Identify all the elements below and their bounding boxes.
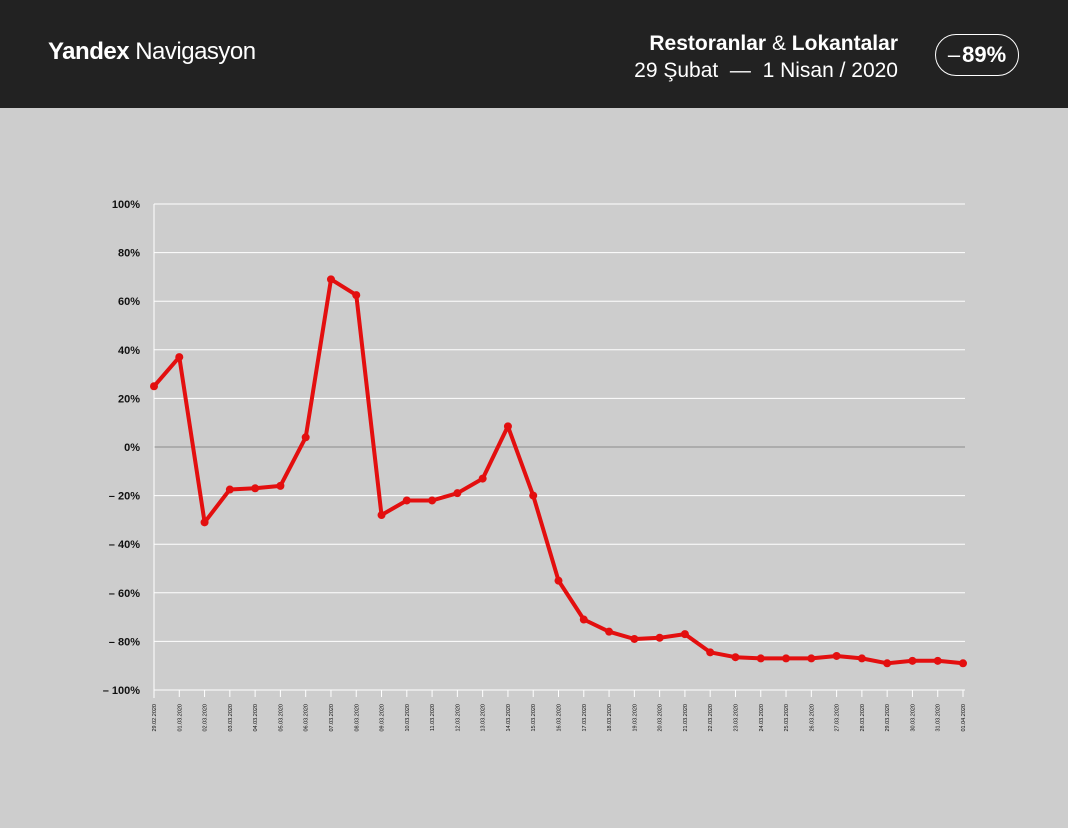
x-tick-label: 14.03.2020 — [506, 704, 512, 732]
x-tick-label: 05.03.2020 — [278, 704, 284, 732]
data-point — [883, 659, 892, 668]
x-tick-label: 16.03.2020 — [557, 704, 563, 732]
data-point — [225, 485, 234, 494]
badge-minus: – — [947, 42, 961, 67]
x-tick-label: 25.03.2020 — [784, 704, 790, 732]
x-tick-label: 26.03.2020 — [809, 704, 815, 732]
brand-product: Navigasyon — [135, 38, 256, 65]
data-point — [478, 474, 487, 483]
data-point — [807, 654, 816, 663]
line-chart: 100% 80% 60% 40% 20% 0% – 20% – 40% – 60% – 80% – … — [103, 199, 967, 732]
data-point — [326, 275, 335, 284]
data-point — [605, 627, 614, 636]
data-point — [680, 630, 689, 639]
x-tick-label: 22.03.2020 — [708, 704, 714, 732]
y-tick-label: – 100% — [103, 685, 141, 697]
data-point — [554, 576, 563, 585]
title-part2: Lokantalar — [791, 32, 898, 55]
data-point — [756, 654, 765, 663]
data-point — [251, 484, 260, 493]
x-tick-label: 08.03.2020 — [354, 704, 360, 732]
data-point — [276, 481, 285, 490]
series-line-path — [152, 277, 965, 666]
data-point — [908, 656, 917, 665]
change-badge: – 89% — [935, 34, 1019, 76]
y-tick-label: 20% — [118, 393, 140, 405]
y-tick-label: 80% — [118, 248, 140, 260]
y-tick-label: 100% — [112, 199, 140, 211]
data-point — [175, 353, 184, 362]
data-point — [503, 422, 512, 431]
data-point — [150, 382, 158, 391]
x-tick-label: 23.03.2020 — [733, 704, 739, 732]
data-point — [200, 518, 209, 527]
title-part1: Restoranlar — [649, 32, 767, 55]
x-tick-label: 29.02.2020 — [152, 704, 158, 732]
x-tick-label: 21.03.2020 — [683, 704, 689, 732]
x-tick-label: 01.03.2020 — [177, 704, 183, 732]
x-tick-label: 01.04.2020 — [961, 704, 967, 732]
date-range: 29 Şubat — 1 Nisan / 2020 — [634, 59, 898, 82]
data-point — [301, 433, 310, 442]
y-tick-label: – 60% — [109, 588, 140, 600]
x-tick-label: 18.03.2020 — [607, 704, 613, 732]
x-tick-label: 17.03.2020 — [582, 704, 588, 732]
x-tick-label: 19.03.2020 — [632, 704, 638, 732]
brand-name: Yandex — [48, 38, 130, 65]
data-point — [731, 653, 740, 662]
x-tick-label: 13.03.2020 — [481, 704, 487, 732]
data-point — [453, 489, 462, 498]
data-point — [529, 491, 538, 500]
title-amp: & — [771, 32, 786, 55]
x-tick-label: 12.03.2020 — [455, 704, 461, 732]
header-bar: Yandex Navigasyon Restoranlar & Lokantal… — [0, 0, 1068, 108]
y-tick-label: – 20% — [109, 491, 140, 503]
y-tick-label: 0% — [124, 442, 140, 454]
series-line — [152, 277, 965, 666]
y-axis-ticks: 100% 80% 60% 40% 20% 0% – 20% – 40% – 60% – 80% – … — [103, 199, 141, 697]
x-tick-label: 30.03.2020 — [910, 704, 916, 732]
y-tick-label: 40% — [118, 345, 140, 357]
y-tick-label: – 80% — [109, 636, 140, 648]
x-tick-label: 20.03.2020 — [658, 704, 664, 732]
x-tick-label: 04.03.2020 — [253, 704, 259, 732]
x-tick-label: 15.03.2020 — [531, 704, 537, 732]
x-tick-label: 27.03.2020 — [835, 704, 841, 732]
data-point — [402, 496, 411, 505]
x-tick-label: 31.03.2020 — [936, 704, 942, 732]
x-tick-label: 03.03.2020 — [228, 704, 234, 732]
data-point — [579, 615, 588, 624]
grid-lines — [153, 203, 965, 698]
data-point — [655, 633, 664, 642]
data-point — [959, 659, 967, 668]
x-tick-label: 28.03.2020 — [860, 704, 866, 732]
data-point — [933, 656, 942, 665]
data-point — [706, 648, 715, 657]
chart-title: Restoranlar & Lokantalar — [634, 30, 898, 57]
x-tick-label: 24.03.2020 — [759, 704, 765, 732]
y-tick-label: – 40% — [109, 539, 140, 551]
brand-logo: Yandex Navigasyon — [48, 38, 256, 66]
x-axis-ticks: 29.02.2020 01.03.2020 02.03.2020 03.03.2020… — [152, 690, 967, 732]
x-tick-label: 02.03.2020 — [203, 704, 209, 732]
x-tick-label: 29.03.2020 — [885, 704, 891, 732]
x-tick-label: 07.03.2020 — [329, 704, 335, 732]
x-tick-label: 06.03.2020 — [304, 704, 310, 732]
y-tick-label: 60% — [118, 296, 140, 308]
data-point — [428, 496, 437, 505]
series-points — [150, 275, 967, 668]
badge-value: 89% — [962, 42, 1007, 67]
data-point — [377, 511, 386, 520]
x-tick-label: 11.03.2020 — [430, 704, 436, 731]
x-tick-label: 09.03.2020 — [380, 704, 386, 732]
data-point — [630, 634, 639, 643]
data-point — [782, 654, 791, 663]
data-point — [832, 651, 841, 660]
data-point — [857, 654, 866, 663]
data-point — [352, 291, 361, 300]
x-tick-label: 10.03.2020 — [405, 704, 411, 732]
chart-heading: Restoranlar & Lokantalar 29 Şubat — 1 Ni… — [634, 30, 898, 84]
